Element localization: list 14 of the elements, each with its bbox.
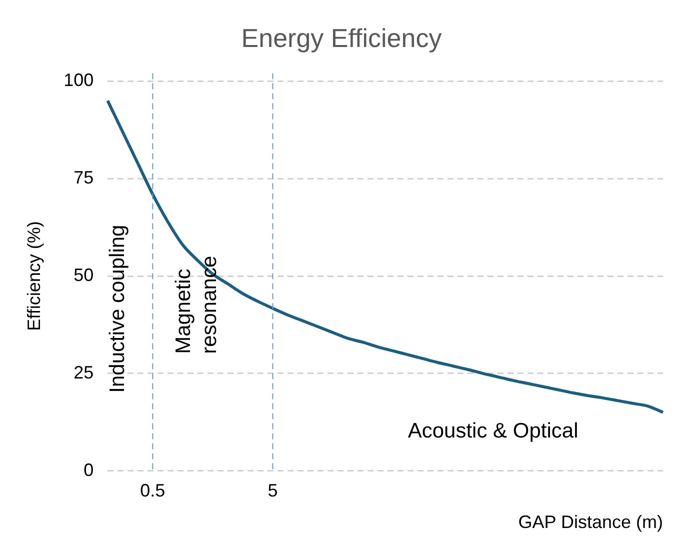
y-axis-title: Efficiency (%) [24,221,44,331]
annotation: Acoustic & Optical [408,420,578,443]
y-tick-label: 100 [64,70,94,90]
x-axis-title: GAP Distance (m) [518,512,663,532]
annotation: Magnetic resonance [172,256,221,354]
line-series [106,99,664,414]
y-tick-label: 75 [74,168,94,188]
x-tick-label: 5 [268,480,278,501]
y-tick-label: 0 [84,460,94,480]
y-tick-label: 25 [74,362,94,382]
annotation: Inductive coupling [106,224,129,393]
y-tick-label: 50 [74,264,94,285]
x-tick-label: 0.5 [140,480,166,501]
chart-title: Energy Efficiency [241,22,442,53]
